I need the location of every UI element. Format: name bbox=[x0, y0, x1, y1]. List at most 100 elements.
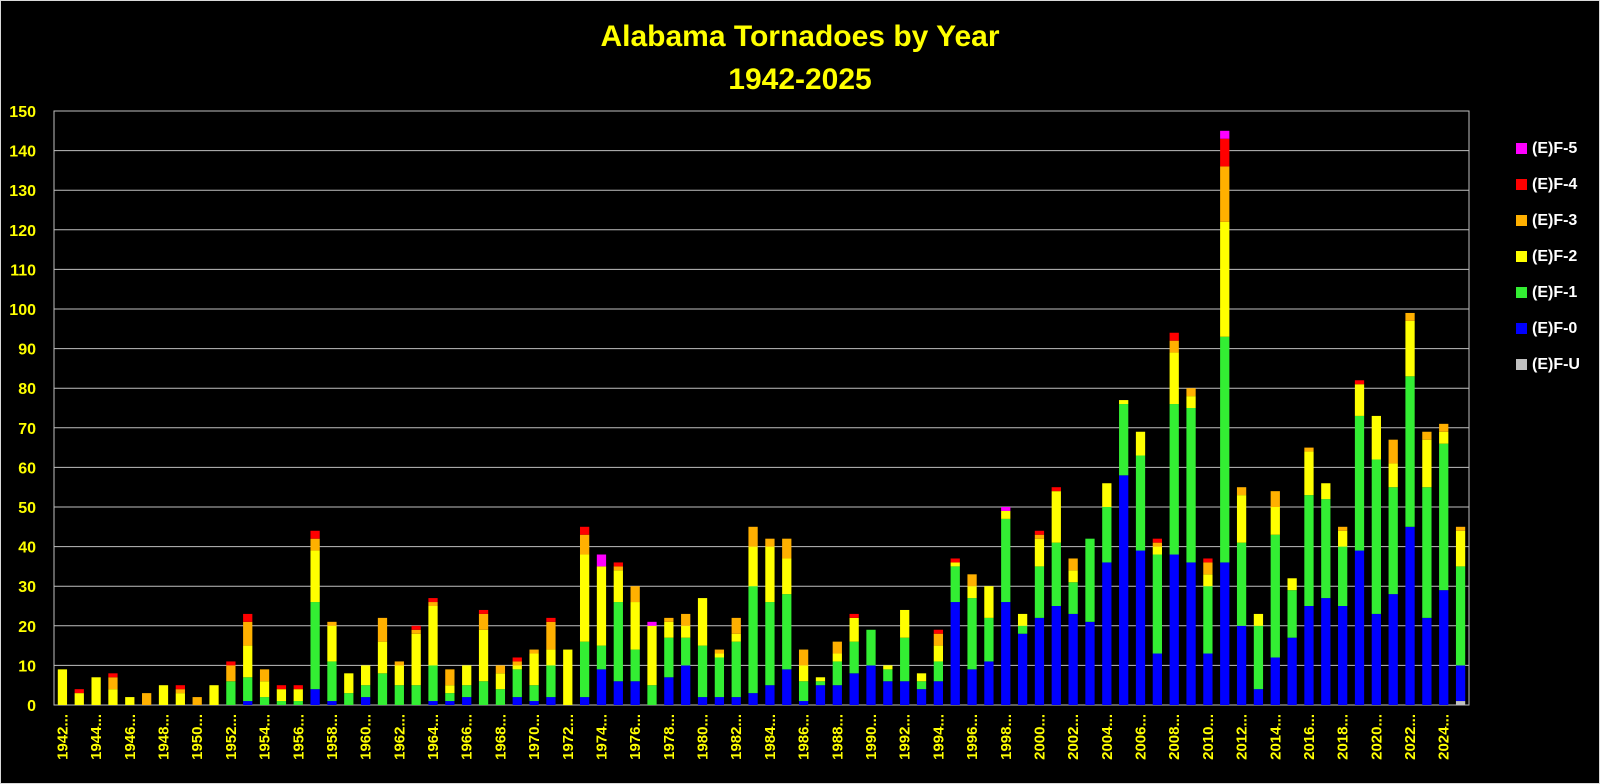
y-tick-label: 20 bbox=[18, 619, 36, 636]
bar-segment bbox=[1304, 495, 1314, 606]
bar-segment bbox=[664, 617, 674, 622]
bar-segment bbox=[445, 685, 455, 694]
bar-segment bbox=[933, 645, 944, 662]
bar-segment bbox=[310, 550, 320, 603]
y-tick-label: 150 bbox=[9, 104, 36, 121]
bar-segment bbox=[377, 617, 388, 642]
bar-segment bbox=[74, 693, 84, 705]
bar-segment bbox=[462, 665, 472, 686]
bar-segment bbox=[192, 697, 202, 705]
bar-segment bbox=[529, 653, 539, 686]
x-tick-label: 2022... bbox=[1402, 714, 1419, 760]
bar-segment bbox=[984, 586, 994, 618]
x-tick-label: 1974... bbox=[593, 714, 610, 760]
bar-segment bbox=[394, 661, 404, 666]
bar-segment bbox=[226, 681, 236, 705]
bar-segment bbox=[681, 637, 691, 666]
bar-segment bbox=[933, 681, 944, 705]
bar-segment bbox=[933, 633, 944, 646]
bar-segment bbox=[731, 697, 741, 705]
bar-segment bbox=[1388, 487, 1398, 595]
bar-segment bbox=[276, 685, 287, 690]
bar-segment bbox=[1203, 586, 1213, 654]
bar-segment bbox=[310, 530, 320, 539]
bar-segment bbox=[630, 586, 640, 603]
bar-segment bbox=[1321, 499, 1331, 599]
bar-segment bbox=[175, 693, 185, 705]
bar-segment bbox=[1422, 617, 1432, 705]
bar-segment bbox=[1354, 550, 1365, 705]
y-tick-label: 30 bbox=[18, 579, 36, 596]
bar-segment bbox=[394, 685, 404, 705]
bar-segment bbox=[681, 613, 691, 626]
bar-segment bbox=[1085, 621, 1095, 705]
x-tick-label: 1960... bbox=[358, 714, 375, 760]
bar-segment bbox=[512, 657, 522, 662]
legend-label: (E)F-2 bbox=[1532, 248, 1578, 265]
bar-segment bbox=[1422, 487, 1432, 618]
x-tick-label: 1970... bbox=[526, 714, 543, 760]
bar-segment bbox=[310, 602, 320, 690]
x-tick-label: 2006... bbox=[1133, 714, 1150, 760]
bar-segment bbox=[714, 649, 725, 654]
bar-segment bbox=[108, 673, 118, 678]
bar-segment bbox=[782, 538, 792, 559]
bar-segment bbox=[1321, 598, 1331, 705]
x-tick-label: 1966... bbox=[459, 714, 476, 760]
bar-segment bbox=[697, 598, 708, 646]
bar-segment bbox=[664, 621, 674, 638]
x-tick-label: 1968... bbox=[492, 714, 509, 760]
y-tick-label: 140 bbox=[9, 144, 36, 161]
bar-segment bbox=[243, 613, 253, 622]
bar-segment bbox=[1270, 491, 1280, 507]
bar-segment bbox=[798, 665, 809, 682]
x-tick-label: 1984... bbox=[762, 714, 779, 760]
x-tick-label: 2012... bbox=[1234, 714, 1251, 760]
bar-segment bbox=[883, 681, 893, 705]
legend-label: (E)F-5 bbox=[1532, 140, 1578, 157]
bar-segment bbox=[495, 689, 506, 705]
bar-segment bbox=[1422, 431, 1432, 440]
x-tick-label: 2016... bbox=[1301, 714, 1318, 760]
bar-segment bbox=[748, 586, 758, 694]
y-tick-label: 70 bbox=[18, 421, 36, 438]
bar-segment bbox=[1253, 689, 1264, 705]
bar-segment bbox=[1068, 613, 1078, 705]
legend-label: (E)F-U bbox=[1532, 356, 1580, 373]
bar-segment bbox=[243, 701, 253, 705]
bar-segment bbox=[175, 685, 185, 690]
bar-segment bbox=[546, 621, 556, 650]
bar-segment bbox=[630, 681, 640, 705]
bar-segment bbox=[1455, 665, 1466, 702]
bar-segment bbox=[293, 689, 303, 702]
bar-segment bbox=[1304, 451, 1314, 496]
y-tick-label: 40 bbox=[18, 540, 36, 557]
bar-segment bbox=[900, 681, 910, 705]
bar-segment bbox=[1405, 526, 1415, 705]
x-tick-label: 2018... bbox=[1335, 714, 1352, 760]
bar-segment bbox=[731, 633, 741, 642]
y-tick-label: 120 bbox=[9, 223, 36, 240]
bar-segment bbox=[1135, 431, 1146, 456]
bar-segment bbox=[849, 613, 859, 618]
bar-segment bbox=[1354, 384, 1365, 416]
x-tick-label: 1972... bbox=[560, 714, 577, 760]
bar-segment bbox=[798, 701, 809, 705]
bar-segment bbox=[243, 645, 253, 678]
bar-segment bbox=[1455, 566, 1466, 666]
y-axis: 0 10 20 30 40 50 60 70 80 90 100 110 120 130 140 150 bbox=[9, 104, 36, 715]
bar-segment bbox=[967, 598, 977, 670]
bar-segment bbox=[1236, 487, 1247, 496]
x-tick-label: 1956... bbox=[290, 714, 307, 760]
x-tick-label: 1994... bbox=[930, 714, 947, 760]
bar-segment bbox=[512, 661, 522, 666]
bar-segment bbox=[327, 621, 337, 626]
bar-segment bbox=[1287, 590, 1297, 638]
bar-segment bbox=[714, 657, 725, 698]
bar-segment bbox=[1422, 439, 1432, 488]
bar-segment bbox=[512, 697, 522, 705]
bar-segment bbox=[613, 562, 623, 567]
bar-segment bbox=[377, 641, 388, 674]
bar-segment bbox=[1220, 138, 1230, 167]
bar-segment bbox=[883, 669, 893, 682]
